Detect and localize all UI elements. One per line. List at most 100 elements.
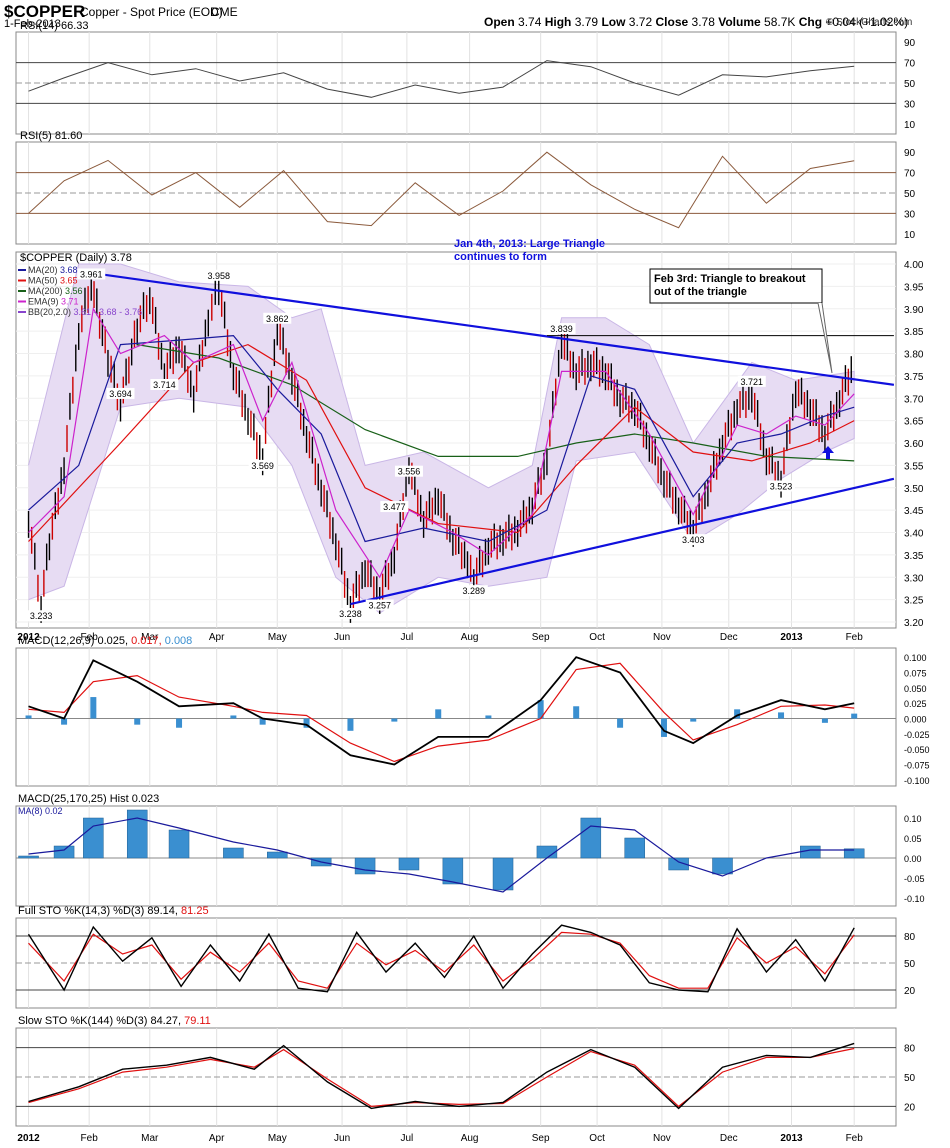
price-legend-item: EMA(9) 3.71	[28, 297, 79, 307]
macd2-hist-bar	[492, 857, 514, 891]
slowsto-legend: Slow STO %K(144) %D(3) 84.27, 79.11	[18, 1015, 211, 1027]
bottom-xtick: Nov	[653, 1133, 671, 1144]
price-label: 3.958	[207, 271, 230, 281]
macd2-hist-bar	[223, 847, 244, 859]
slowsto-ytick: 50	[904, 1073, 916, 1084]
bottom-xtick: 2013	[780, 1133, 803, 1144]
rsi5-ytick: 70	[904, 169, 916, 180]
ema9-line	[28, 307, 855, 579]
price-label-bg	[767, 480, 796, 492]
macd1-hist-bar	[573, 706, 580, 719]
price-legend-item: MA(50) 3.65	[28, 276, 78, 286]
macd1-ytick: -0.100	[904, 776, 930, 786]
price-legend-item: MA(200) 3.56	[28, 286, 83, 296]
macd1-ytick: -0.075	[904, 761, 930, 771]
macd2-legend-ma: MA(8) 0.02	[18, 806, 63, 816]
bottom-xtick: May	[268, 1133, 287, 1144]
macd1-hist-bar	[485, 715, 492, 719]
macd2-ytick: 0.05	[904, 834, 922, 844]
price-label-bg	[365, 599, 394, 611]
rsi5-ytick: 90	[904, 148, 916, 159]
macd1-hist-bar	[176, 718, 183, 728]
price-ytick: 3.65	[904, 417, 924, 428]
trendline-0	[91, 271, 895, 386]
price-label-bg	[150, 378, 179, 390]
price-label: 3.257	[368, 600, 391, 610]
rsi14-ytick: 10	[904, 120, 916, 131]
price-legend-title: $COPPER (Daily) 3.78	[20, 252, 132, 264]
macd1-ytick: 0.050	[904, 684, 927, 694]
price-label: 3.721	[741, 377, 764, 387]
macd1-hist-bar	[347, 718, 354, 731]
macd1-hist-bar	[778, 712, 785, 719]
price-label-bg	[336, 607, 365, 619]
macd1-hist-bar	[690, 718, 697, 722]
macd1-hist-bar	[134, 718, 141, 725]
price-label-bg	[547, 323, 576, 335]
fullsto-ytick: 20	[904, 986, 916, 997]
price-legend-value: 3.71	[61, 297, 79, 307]
macd2-hist-bar	[83, 817, 104, 859]
macd1-ytick: 0.000	[904, 715, 927, 725]
fullsto-legend: Full STO %K(14,3) %D(3) 89.14, 81.25	[18, 905, 209, 917]
macd1-hist-bar	[537, 700, 544, 719]
fullsto-k-line	[27, 924, 855, 993]
annotation-feb3-line2: out of the triangle	[654, 286, 747, 298]
macd2-hist-bar	[800, 845, 821, 859]
price-ytick: 3.85	[904, 327, 924, 338]
rsi5-line	[28, 151, 855, 229]
price-ytick: 3.55	[904, 461, 924, 472]
macd2-legend: MACD(25,170,25) Hist 0.023	[18, 793, 159, 805]
price-label-bg	[248, 459, 277, 471]
macd2-hist-bar	[843, 848, 865, 859]
price-legend-item: BB(20,2.0) 3.61 - 3.68 - 3.76	[28, 307, 142, 317]
price-label: 3.233	[30, 611, 53, 621]
macd1-hist-bar	[617, 718, 624, 728]
price-legend-value: 3.68	[60, 265, 78, 275]
slowsto-ytick: 20	[904, 1102, 916, 1113]
open-label: Open	[484, 15, 515, 29]
price-legend-item: MA(20) 3.68	[28, 265, 78, 275]
close-value: 3.78	[691, 15, 715, 29]
price-label-bg	[106, 387, 135, 399]
fullsto-ytick: 50	[904, 959, 916, 970]
macd1-frame	[15, 647, 897, 787]
macd1-hist-bar	[61, 718, 68, 725]
price-label: 3.403	[682, 535, 705, 545]
slowsto-k-line	[28, 1042, 855, 1110]
price-xtick: Jun	[334, 632, 350, 643]
macd2-hist-bar	[168, 829, 190, 859]
macd1-hist-bar	[303, 718, 310, 728]
bottom-xtick: Jul	[400, 1133, 413, 1144]
macd2-ytick: 0.10	[904, 814, 922, 824]
macd1-hist-bar	[821, 718, 828, 723]
price-xtick: Sep	[532, 632, 550, 643]
chart-symbol: $COPPER	[4, 2, 86, 21]
price-label: 3.961	[80, 269, 103, 279]
low-label: Low	[601, 15, 626, 29]
price-xtick: Feb	[81, 632, 99, 643]
macd2-hist-bar	[18, 855, 39, 859]
macd2-ma-line	[28, 817, 855, 893]
price-ytick: 3.90	[904, 305, 924, 316]
price-xtick: Jul	[400, 632, 413, 643]
macd1-ytick: -0.025	[904, 730, 930, 740]
price-ytick: 3.50	[904, 484, 924, 495]
macd1-ytick: -0.050	[904, 745, 930, 755]
bottom-xtick: Sep	[532, 1133, 550, 1144]
price-legend-value: 3.65	[60, 276, 78, 286]
macd2-ytick: 0.00	[904, 854, 922, 864]
rsi14-ytick: 50	[904, 79, 916, 90]
price-ytick: 3.75	[904, 372, 924, 383]
price-xtick: 2012	[17, 632, 40, 643]
ma50-line	[28, 343, 855, 542]
price-ytick: 3.60	[904, 439, 924, 450]
macd1-hist-bar	[391, 718, 398, 722]
rsi5-ytick: 10	[904, 230, 916, 241]
price-label: 3.556	[398, 467, 421, 477]
macd2-hist-bar	[668, 857, 689, 871]
price-label-bg	[77, 268, 106, 280]
bottom-xtick: Feb	[846, 1133, 864, 1144]
macd1-hist-bar	[734, 709, 741, 719]
fullsto-legend-d: 81.25	[181, 905, 209, 917]
